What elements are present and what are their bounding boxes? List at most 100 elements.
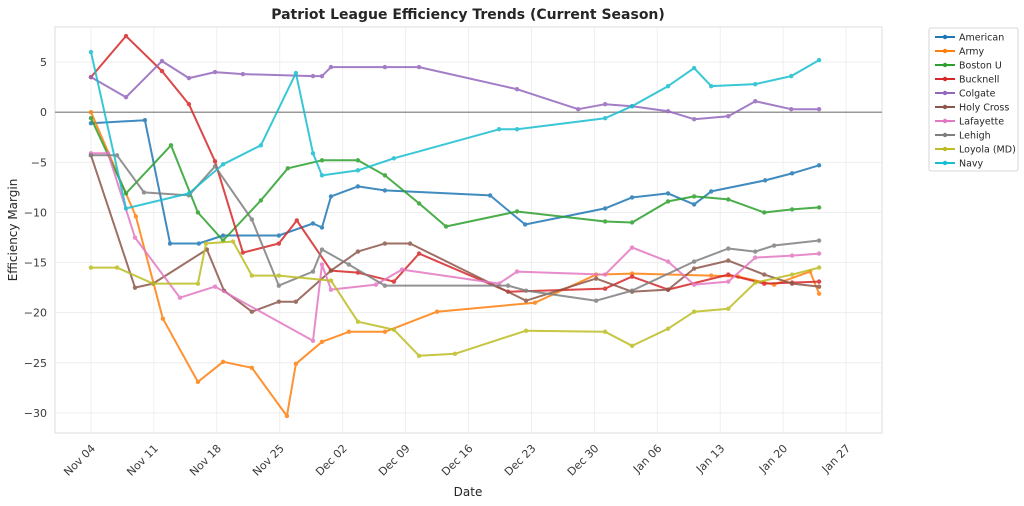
- data-point: [186, 75, 192, 81]
- data-point: [212, 284, 218, 289]
- series-colgate: [88, 58, 822, 122]
- data-point: [382, 241, 388, 246]
- chart-title: Patriot League Efficiency Trends (Curren…: [271, 7, 665, 23]
- data-point: [709, 189, 714, 194]
- legend-item: Lafayette: [935, 117, 1004, 128]
- data-point: [416, 64, 422, 70]
- data-point: [523, 298, 529, 303]
- data-point: [328, 287, 334, 292]
- legend-label: Colgate: [959, 89, 996, 100]
- data-point: [629, 220, 635, 225]
- data-point: [220, 359, 226, 365]
- data-point: [150, 281, 156, 286]
- data-point: [310, 269, 316, 274]
- legend-item: Loyola (MD): [935, 145, 1016, 156]
- data-point: [816, 57, 822, 63]
- data-point: [665, 191, 671, 196]
- data-point: [220, 233, 226, 238]
- data-point: [293, 361, 299, 367]
- data-point: [514, 209, 520, 214]
- data-point: [399, 267, 405, 272]
- data-point: [346, 262, 352, 267]
- data-point: [789, 107, 794, 112]
- legend-label: Holy Cross: [959, 103, 1009, 114]
- data-point: [523, 328, 529, 333]
- data-point: [249, 217, 255, 222]
- data-point: [132, 235, 138, 240]
- series-loyola-md: [88, 239, 822, 359]
- data-point: [789, 171, 795, 176]
- legend-marker: [942, 118, 948, 124]
- data-point: [382, 64, 388, 70]
- x-tick-label: Jan 27: [819, 442, 853, 476]
- data-point: [177, 295, 183, 300]
- data-point: [293, 299, 299, 304]
- data-point: [816, 265, 822, 270]
- data-point: [132, 285, 138, 290]
- data-point: [452, 351, 458, 357]
- data-point: [391, 156, 397, 161]
- series-line: [90, 35, 820, 293]
- data-point: [416, 251, 422, 256]
- data-point: [665, 287, 671, 292]
- series-line: [91, 240, 820, 357]
- y-tick-label: −20: [24, 307, 47, 320]
- data-point: [240, 71, 246, 77]
- data-point: [167, 241, 173, 246]
- data-point: [602, 116, 608, 121]
- data-point: [212, 159, 218, 164]
- data-point: [789, 73, 794, 79]
- data-point: [249, 365, 255, 371]
- x-tick-label: Jan 20: [756, 442, 790, 476]
- legend-item: Lehigh: [935, 131, 991, 142]
- data-point: [789, 253, 795, 258]
- data-point: [593, 276, 599, 281]
- data-point: [629, 274, 635, 279]
- series-line: [91, 152, 820, 342]
- x-tick-label: Nov 18: [187, 442, 224, 479]
- x-axis-ticks: Nov 04 Nov 11 Nov 18 Nov 25 Dec 02 Dec 09 Dec …: [61, 442, 853, 479]
- data-point: [319, 173, 325, 178]
- data-point: [319, 262, 325, 267]
- y-tick-label: 5: [40, 56, 47, 69]
- data-point: [691, 194, 697, 199]
- y-tick-label: −10: [24, 206, 47, 219]
- data-point: [753, 255, 758, 260]
- data-point: [258, 143, 264, 148]
- data-point: [665, 109, 671, 114]
- data-point: [629, 271, 635, 276]
- data-point: [691, 282, 697, 287]
- data-point: [310, 338, 316, 343]
- data-point: [514, 86, 520, 92]
- data-point: [816, 163, 822, 168]
- data-point: [319, 225, 325, 230]
- data-point: [691, 259, 697, 264]
- data-point: [593, 298, 599, 303]
- data-point: [123, 33, 129, 39]
- data-point: [816, 251, 822, 256]
- data-point: [355, 168, 361, 173]
- data-point: [168, 143, 174, 148]
- data-point: [328, 278, 334, 283]
- data-point: [88, 49, 94, 55]
- data-point: [123, 206, 129, 211]
- x-tick-label: Nov 11: [124, 442, 161, 479]
- data-point: [114, 265, 120, 270]
- data-point: [434, 309, 440, 314]
- data-point: [186, 191, 192, 196]
- data-point: [523, 288, 529, 293]
- data-point: [310, 151, 316, 156]
- data-point: [665, 83, 671, 89]
- series-american: [88, 118, 822, 246]
- x-tick-label: Dec 30: [565, 442, 602, 479]
- y-tick-label: 0: [40, 106, 47, 119]
- legend-label: Navy: [959, 159, 984, 170]
- x-tick-label: Dec 23: [502, 442, 539, 479]
- data-point: [762, 281, 767, 286]
- data-point: [816, 238, 822, 243]
- data-point: [230, 239, 236, 244]
- data-point: [294, 218, 300, 223]
- data-point: [391, 327, 397, 332]
- data-point: [382, 329, 388, 334]
- data-point: [753, 98, 758, 104]
